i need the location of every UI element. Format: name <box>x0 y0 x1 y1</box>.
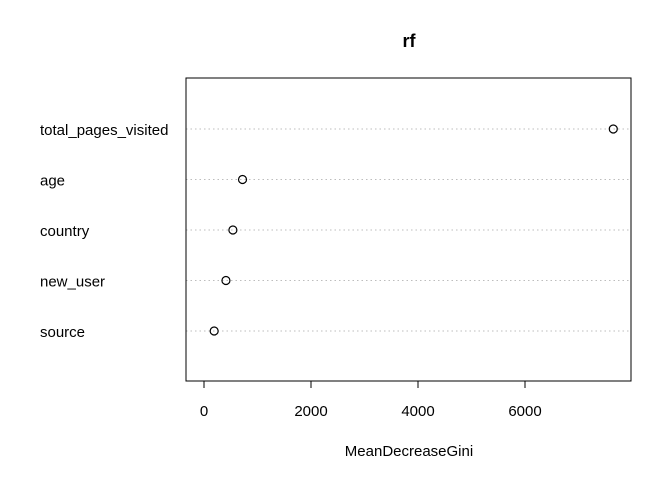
x-tick-label: 4000 <box>401 403 434 420</box>
category-label: new_user <box>40 274 105 291</box>
chart-title: rf <box>403 31 417 51</box>
x-tick-label: 2000 <box>294 403 327 420</box>
category-label: country <box>40 223 90 240</box>
data-point <box>209 326 219 336</box>
data-points <box>209 124 618 336</box>
data-point <box>608 124 618 134</box>
data-point <box>237 174 248 185</box>
category-label: age <box>40 173 65 190</box>
x-axis-label: MeanDecreaseGini <box>345 443 473 460</box>
x-tick-label: 6000 <box>508 403 541 420</box>
category-label: source <box>40 324 85 341</box>
guide-lines <box>186 128 631 332</box>
x-tick-label: 0 <box>200 403 208 420</box>
x-axis: 0 2000 4000 6000 <box>200 380 542 420</box>
data-point <box>221 275 231 286</box>
category-label: total_pages_visited <box>40 122 168 139</box>
data-point <box>228 225 238 235</box>
